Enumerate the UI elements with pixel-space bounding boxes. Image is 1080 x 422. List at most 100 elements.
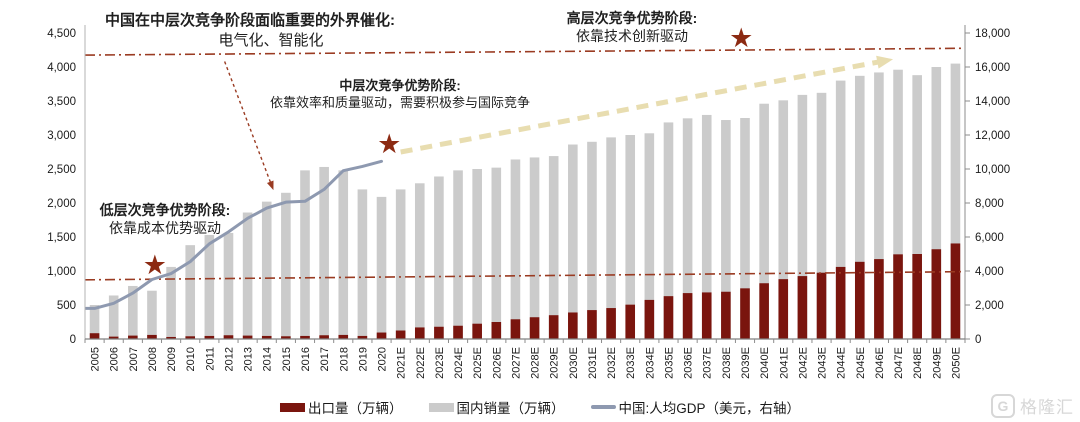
bar-domestic-sales (491, 167, 502, 339)
bar-exports (434, 326, 444, 339)
annotation-mid-stage-body: 依靠效率和质量驱动，需要积极参与国际竞争 (269, 94, 530, 110)
bar-domestic-sales (701, 114, 712, 339)
bar-exports (147, 334, 157, 339)
bar-exports (625, 304, 636, 339)
bar-exports (874, 259, 884, 339)
legend-item-gdp: 中国:人均GDP（美元，右轴） (590, 397, 800, 417)
bar-exports (778, 279, 789, 339)
x-axis-year-label: 2049E (931, 347, 943, 379)
bar-domestic-sales (568, 144, 578, 339)
x-axis-year-label: 2035E (663, 347, 675, 379)
reference-dashdot-line-lower (84, 270, 964, 281)
right-axis-tick-label: 6,000 (975, 232, 1004, 244)
x-axis-year-label: 2047E (893, 347, 905, 379)
domestic-sales-series-swatch (428, 402, 454, 412)
x-axis-year-label: 2036E (683, 347, 695, 379)
x-axis-year-label: 2027E (510, 347, 522, 379)
bar-exports (166, 336, 176, 339)
bar-domestic-sales (434, 176, 444, 339)
bar-domestic-sales (893, 69, 903, 339)
export-series-swatch (279, 402, 305, 412)
bar-domestic-sales (319, 166, 329, 339)
x-axis-year-label: 2050E (950, 347, 962, 379)
right-axis-tick-label: 10,000 (975, 164, 1010, 176)
bar-domestic-sales (223, 232, 234, 339)
bar-domestic-sales (721, 120, 731, 339)
right-axis-tick-label: 0 (975, 334, 981, 346)
bar-domestic-sales (740, 118, 750, 339)
x-axis-year-label: 2009 (166, 347, 178, 371)
bar-exports (510, 319, 521, 339)
bar-exports (319, 335, 329, 339)
x-axis-year-label: 2010 (185, 347, 197, 371)
left-axis-tick-label: 2,000 (47, 198, 76, 210)
bar-domestic-sales (587, 141, 597, 339)
bar-exports (300, 335, 310, 339)
left-axis-tick-label: 4,500 (47, 28, 76, 40)
bar-domestic-sales (854, 75, 865, 339)
x-axis-year-label: 2019 (357, 347, 369, 371)
x-axis-year-label: 2017 (319, 347, 331, 371)
x-axis-year-label: 2042E (797, 347, 809, 379)
bar-exports (548, 315, 559, 339)
x-axis-year-label: 2031E (587, 347, 599, 379)
annotation-low-stage-title: 低层次竞争优势阶段: (99, 202, 231, 218)
x-axis-year-label: 2046E (874, 347, 886, 379)
bar-domestic-sales (242, 212, 253, 339)
bar-domestic-sales (166, 266, 176, 339)
bar-domestic-sales (395, 189, 406, 339)
gdp-projection-arrow (400, 59, 880, 155)
x-axis-year-label: 2028E (530, 347, 542, 379)
x-axis-year-label: 2033E (625, 347, 637, 379)
gdp-line-series-swatch (590, 405, 616, 409)
legend: 出口量（万辆） 国内销量（万辆） 中国:人均GDP（美元，右轴） (279, 397, 800, 417)
bar-domestic-sales (453, 170, 463, 339)
left-axis-tick-label: 1,000 (47, 266, 76, 278)
bar-exports (644, 299, 655, 339)
bar-domestic-sales (472, 169, 482, 339)
x-axis-year-label: 2045E (855, 347, 867, 379)
bar-exports (606, 308, 616, 339)
bar-domestic-sales (147, 290, 157, 339)
annotation-low-stage-body: 依靠成本优势驱动 (109, 220, 221, 237)
left-axis-tick-label: 500 (57, 300, 76, 312)
bar-exports (376, 332, 387, 339)
x-axis-year-label: 2024E (453, 347, 465, 379)
x-axis-year-label: 2022E (415, 347, 427, 379)
bar-exports (816, 272, 827, 339)
x-axis-year-label: 2023E (434, 347, 446, 379)
right-axis-tick-label: 8,000 (975, 198, 1004, 210)
x-axis-year-label: 2032E (606, 347, 618, 379)
bar-domestic-sales (874, 72, 884, 339)
x-axis-year-label: 2025E (472, 347, 484, 379)
annotation-high-stage-body: 依靠技术创新驱动 (576, 28, 688, 45)
star-marker: ★ (143, 250, 167, 280)
bar-domestic-sales (606, 137, 616, 339)
bar-domestic-sales (261, 201, 272, 339)
bar-domestic-sales (510, 159, 521, 339)
left-axis-tick-label: 3,500 (47, 96, 76, 108)
bar-domestic-sales (281, 192, 291, 339)
bar-exports (338, 334, 349, 339)
bar-exports (854, 261, 865, 339)
left-axis-tick-label: 2,500 (47, 164, 76, 176)
right-axis-tick-label: 12,000 (975, 130, 1010, 142)
bar-domestic-sales (89, 305, 100, 339)
bar-domestic-sales (128, 285, 138, 339)
annotation-mid-stage: 中层次竞争优势阶段: 依靠效率和质量驱动，需要积极参与国际竞争 (252, 78, 548, 112)
gdp-per-capita-line (84, 159, 384, 310)
bar-exports (261, 335, 272, 339)
bar-domestic-sales (185, 245, 196, 339)
left-axis-tick-label: 0 (70, 334, 76, 346)
bar-domestic-sales (108, 295, 119, 339)
right-axis-tick-label: 14,000 (975, 96, 1010, 108)
x-axis-year-label: 2043E (817, 347, 829, 379)
bar-exports (414, 327, 425, 339)
catalyst-arrow-head (266, 180, 274, 191)
bar-exports (395, 330, 406, 339)
bar-exports (587, 310, 597, 339)
bar-domestic-sales (357, 189, 368, 339)
right-axis-tick-label: 4,000 (975, 266, 1004, 278)
